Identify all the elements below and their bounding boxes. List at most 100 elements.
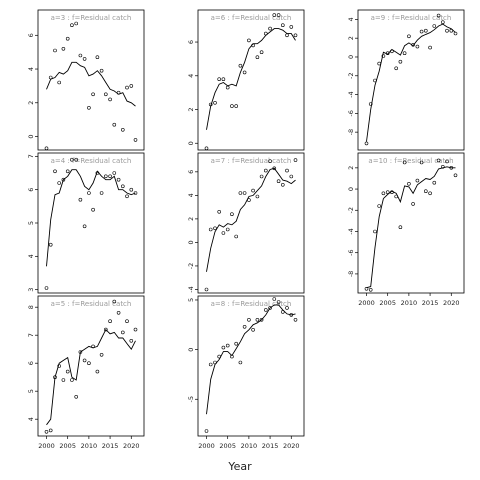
data-point	[208, 227, 213, 232]
data-point	[48, 242, 53, 247]
y-tick-label: 2	[187, 217, 195, 221]
panel-8: a=8 : f=Residual catch -5 0 5 2000 2005 2010 20…	[187, 295, 305, 450]
panel-title: a=5 : f=Residual catch	[51, 300, 132, 308]
data-point	[116, 90, 121, 95]
data-point	[289, 313, 294, 317]
data-point	[272, 166, 277, 171]
data-point	[104, 174, 108, 179]
data-point	[423, 28, 428, 33]
data-point	[129, 84, 134, 88]
data-point	[280, 23, 285, 28]
data-point	[87, 361, 91, 366]
data-point	[61, 378, 66, 382]
data-point	[204, 287, 209, 292]
y-tick-label: -6	[347, 110, 355, 116]
data-point	[247, 38, 251, 43]
y-tick-label: 4	[27, 67, 35, 71]
data-point	[373, 229, 377, 234]
data-point	[263, 168, 268, 173]
data-point	[251, 188, 255, 193]
data-point	[276, 13, 281, 17]
y-tick-label: -6	[347, 249, 355, 255]
data-point	[91, 92, 95, 97]
x-tick-label: 2015	[422, 299, 439, 307]
y-tick-label: 2	[27, 101, 35, 105]
x-tick-label: 2015	[102, 442, 119, 450]
data-point	[255, 55, 260, 60]
panel-frame	[197, 152, 305, 294]
data-point	[129, 187, 134, 192]
panel-7: a=5 : f=Residual catch 4 5 6 7 8 2000 2005 2010 2…	[27, 295, 145, 450]
y-tick-label: 2	[347, 36, 355, 40]
data-point	[221, 231, 226, 235]
data-point	[91, 207, 95, 212]
fitted-line	[46, 169, 136, 267]
y-tick-label: 5	[27, 389, 35, 393]
data-point	[373, 78, 377, 83]
data-point	[78, 350, 83, 354]
data-point	[65, 169, 70, 174]
fitted-line	[46, 328, 136, 426]
data-point	[276, 179, 281, 183]
panel-frame	[197, 9, 305, 151]
data-point	[428, 45, 432, 50]
y-tick-label: 4	[27, 254, 35, 258]
data-point	[74, 157, 78, 162]
data-point	[53, 375, 57, 380]
data-point	[204, 429, 209, 433]
data-point	[381, 54, 386, 58]
data-point	[415, 178, 420, 183]
data-point	[99, 68, 104, 73]
data-point	[217, 210, 221, 214]
data-point	[247, 317, 251, 322]
data-point	[108, 97, 112, 102]
panel-title: a=9 : f=Residual catch	[371, 14, 452, 22]
data-point	[453, 173, 458, 178]
data-point	[121, 330, 125, 335]
data-point	[112, 122, 117, 127]
panel-2: a=6 : f=Residual catch 0 2 4 6	[187, 9, 305, 151]
y-tick-label: 6	[187, 40, 195, 44]
data-point	[364, 141, 369, 146]
data-point	[280, 310, 285, 314]
data-point	[95, 369, 100, 374]
data-point	[116, 310, 121, 315]
data-point	[263, 308, 268, 312]
data-point	[74, 394, 78, 399]
data-point	[133, 138, 138, 142]
data-point	[112, 171, 117, 175]
data-point	[91, 344, 95, 349]
data-point	[208, 362, 213, 367]
x-tick-label: 2015	[262, 442, 279, 450]
data-point	[121, 128, 125, 132]
x-tick-label: 2000	[358, 299, 375, 307]
data-point	[208, 102, 213, 107]
data-point	[99, 191, 104, 195]
data-point	[61, 46, 66, 51]
data-point	[108, 174, 112, 179]
data-point	[407, 182, 411, 186]
data-point	[402, 51, 407, 56]
data-point	[70, 378, 74, 382]
x-tick-label: 2005	[379, 299, 396, 307]
data-point	[44, 429, 49, 434]
y-tick-label: 0	[27, 134, 35, 138]
data-point	[259, 174, 264, 179]
data-point	[82, 358, 87, 363]
data-point	[230, 354, 234, 359]
data-point	[285, 168, 289, 173]
data-point	[242, 70, 247, 75]
y-tick-label: 0	[187, 348, 195, 352]
y-tick-label: -8	[347, 271, 355, 277]
panel-title: a=3 : f=Residual catch	[51, 14, 132, 22]
data-point	[247, 198, 251, 202]
data-point	[385, 51, 390, 56]
data-point	[70, 23, 74, 28]
y-tick-label: -8	[347, 129, 355, 135]
panel-5: a=7 : f=Residual catch -4 -2 0 2 4 6	[187, 152, 305, 294]
y-tick-label: 6	[187, 170, 195, 174]
data-point	[259, 317, 264, 322]
data-point	[390, 49, 394, 54]
y-tick-label: 0	[187, 240, 195, 244]
data-point	[204, 146, 209, 151]
